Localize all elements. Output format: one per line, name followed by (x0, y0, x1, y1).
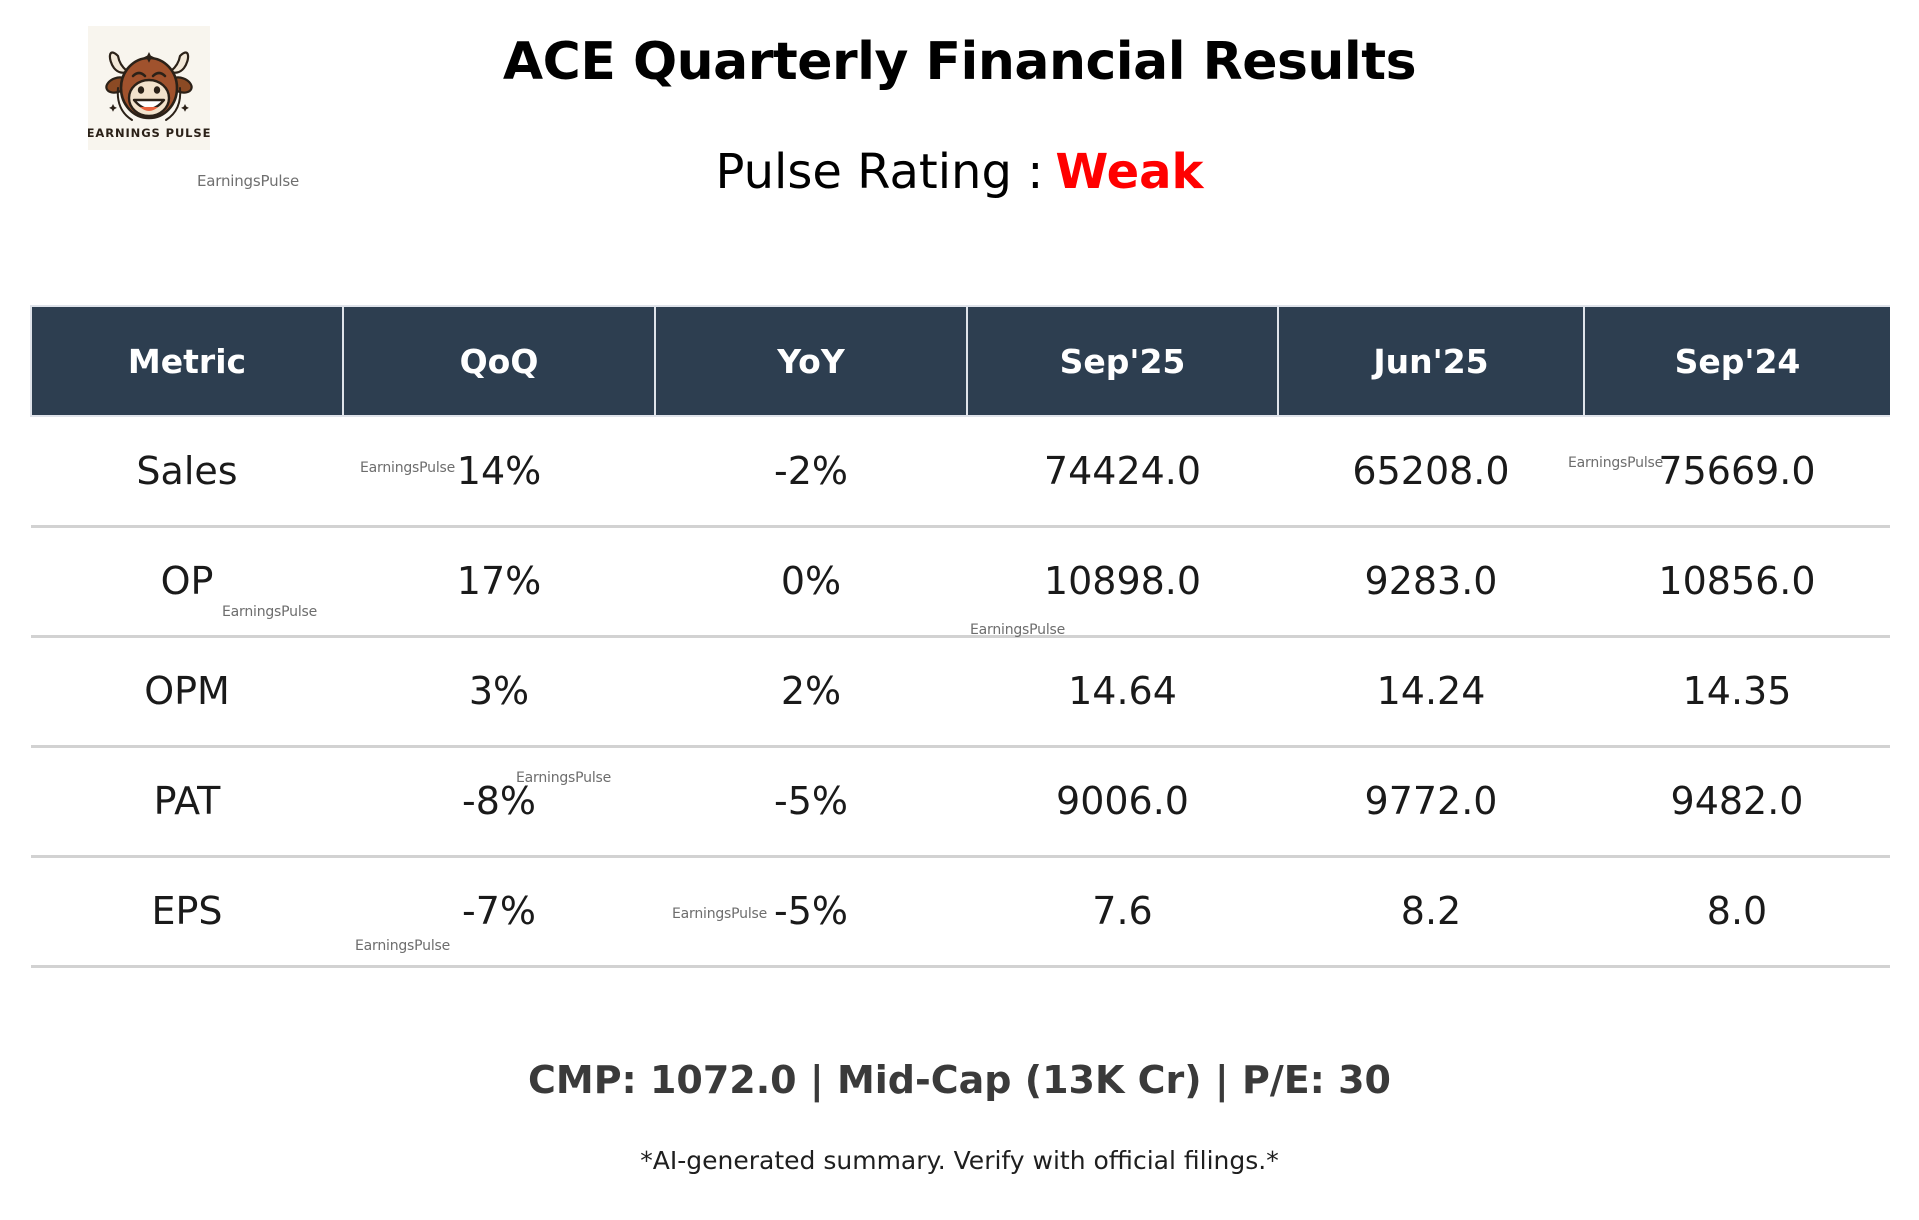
cell-qoq: 14% (343, 416, 655, 528)
cell-jun25: 9283.0 (1278, 526, 1584, 638)
column-header-sep25: Sep'25 (967, 305, 1279, 417)
table-row: EPS -7% -5% 7.6 8.2 8.0 (31, 856, 1890, 968)
cell-jun25: 9772.0 (1278, 746, 1584, 858)
earnings-pulse-logo: EARNINGS PULSE (88, 26, 210, 150)
cell-metric: EPS (31, 856, 343, 968)
pulse-rating: Pulse Rating : Weak (0, 144, 1919, 200)
cell-sep25: 9006.0 (967, 746, 1278, 858)
cell-qoq: 3% (343, 636, 655, 748)
cell-metric: PAT (31, 746, 343, 858)
column-header-sep24: Sep'24 (1584, 305, 1890, 417)
cell-sep25: 7.6 (967, 856, 1278, 968)
cmp-summary: CMP: 1072.0 | Mid-Cap (13K Cr) | P/E: 30 (528, 1058, 1391, 1102)
cell-yoy: 2% (655, 636, 967, 748)
cell-metric: Sales (31, 416, 343, 528)
svg-text:EARNINGS PULSE: EARNINGS PULSE (88, 126, 210, 140)
disclaimer-text: *AI-generated summary. Verify with offic… (640, 1146, 1279, 1175)
column-header-jun25: Jun'25 (1278, 305, 1585, 417)
pulse-rating-label: Pulse Rating : (715, 144, 1044, 200)
table-header-row: Metric QoQ YoY Sep'25 Jun'25 Sep'24 (30, 305, 1890, 417)
cell-sep25: 14.64 (967, 636, 1278, 748)
cell-sep24: 10856.0 (1584, 526, 1890, 638)
cell-sep25: 10898.0 (967, 526, 1278, 638)
cell-qoq: -7% (343, 856, 655, 968)
cell-yoy: -5% (655, 746, 967, 858)
cell-jun25: 8.2 (1278, 856, 1584, 968)
table-row: OP 17% 0% 10898.0 9283.0 10856.0 (31, 526, 1890, 638)
financial-table: Metric QoQ YoY Sep'25 Jun'25 Sep'24 Sale… (30, 305, 1890, 968)
cell-sep24: 8.0 (1584, 856, 1890, 968)
column-header-qoq: QoQ (343, 305, 656, 417)
table-row: Sales 14% -2% 74424.0 65208.0 75669.0 (31, 416, 1890, 528)
cell-jun25: 14.24 (1278, 636, 1584, 748)
cell-sep24: 14.35 (1584, 636, 1890, 748)
page-title: ACE Quarterly Financial Results (502, 32, 1417, 92)
bull-mascot-icon: EARNINGS PULSE (88, 26, 210, 150)
cell-sep24: 75669.0 (1584, 416, 1890, 528)
cell-yoy: -5% (655, 856, 967, 968)
cell-metric: OP (31, 526, 343, 638)
cell-qoq: 17% (343, 526, 655, 638)
column-header-yoy: YoY (655, 305, 968, 417)
cell-sep25: 74424.0 (967, 416, 1278, 528)
cell-yoy: -2% (655, 416, 967, 528)
cell-sep24: 9482.0 (1584, 746, 1890, 858)
cell-jun25: 65208.0 (1278, 416, 1584, 528)
table-row: PAT -8% -5% 9006.0 9772.0 9482.0 (31, 746, 1890, 858)
table-row: OPM 3% 2% 14.64 14.24 14.35 (31, 636, 1890, 748)
logo-caption: EarningsPulse (197, 172, 299, 190)
cell-yoy: 0% (655, 526, 967, 638)
cell-metric: OPM (31, 636, 343, 748)
column-header-metric: Metric (30, 305, 344, 417)
cell-qoq: -8% (343, 746, 655, 858)
pulse-rating-value: Weak (1055, 144, 1204, 200)
